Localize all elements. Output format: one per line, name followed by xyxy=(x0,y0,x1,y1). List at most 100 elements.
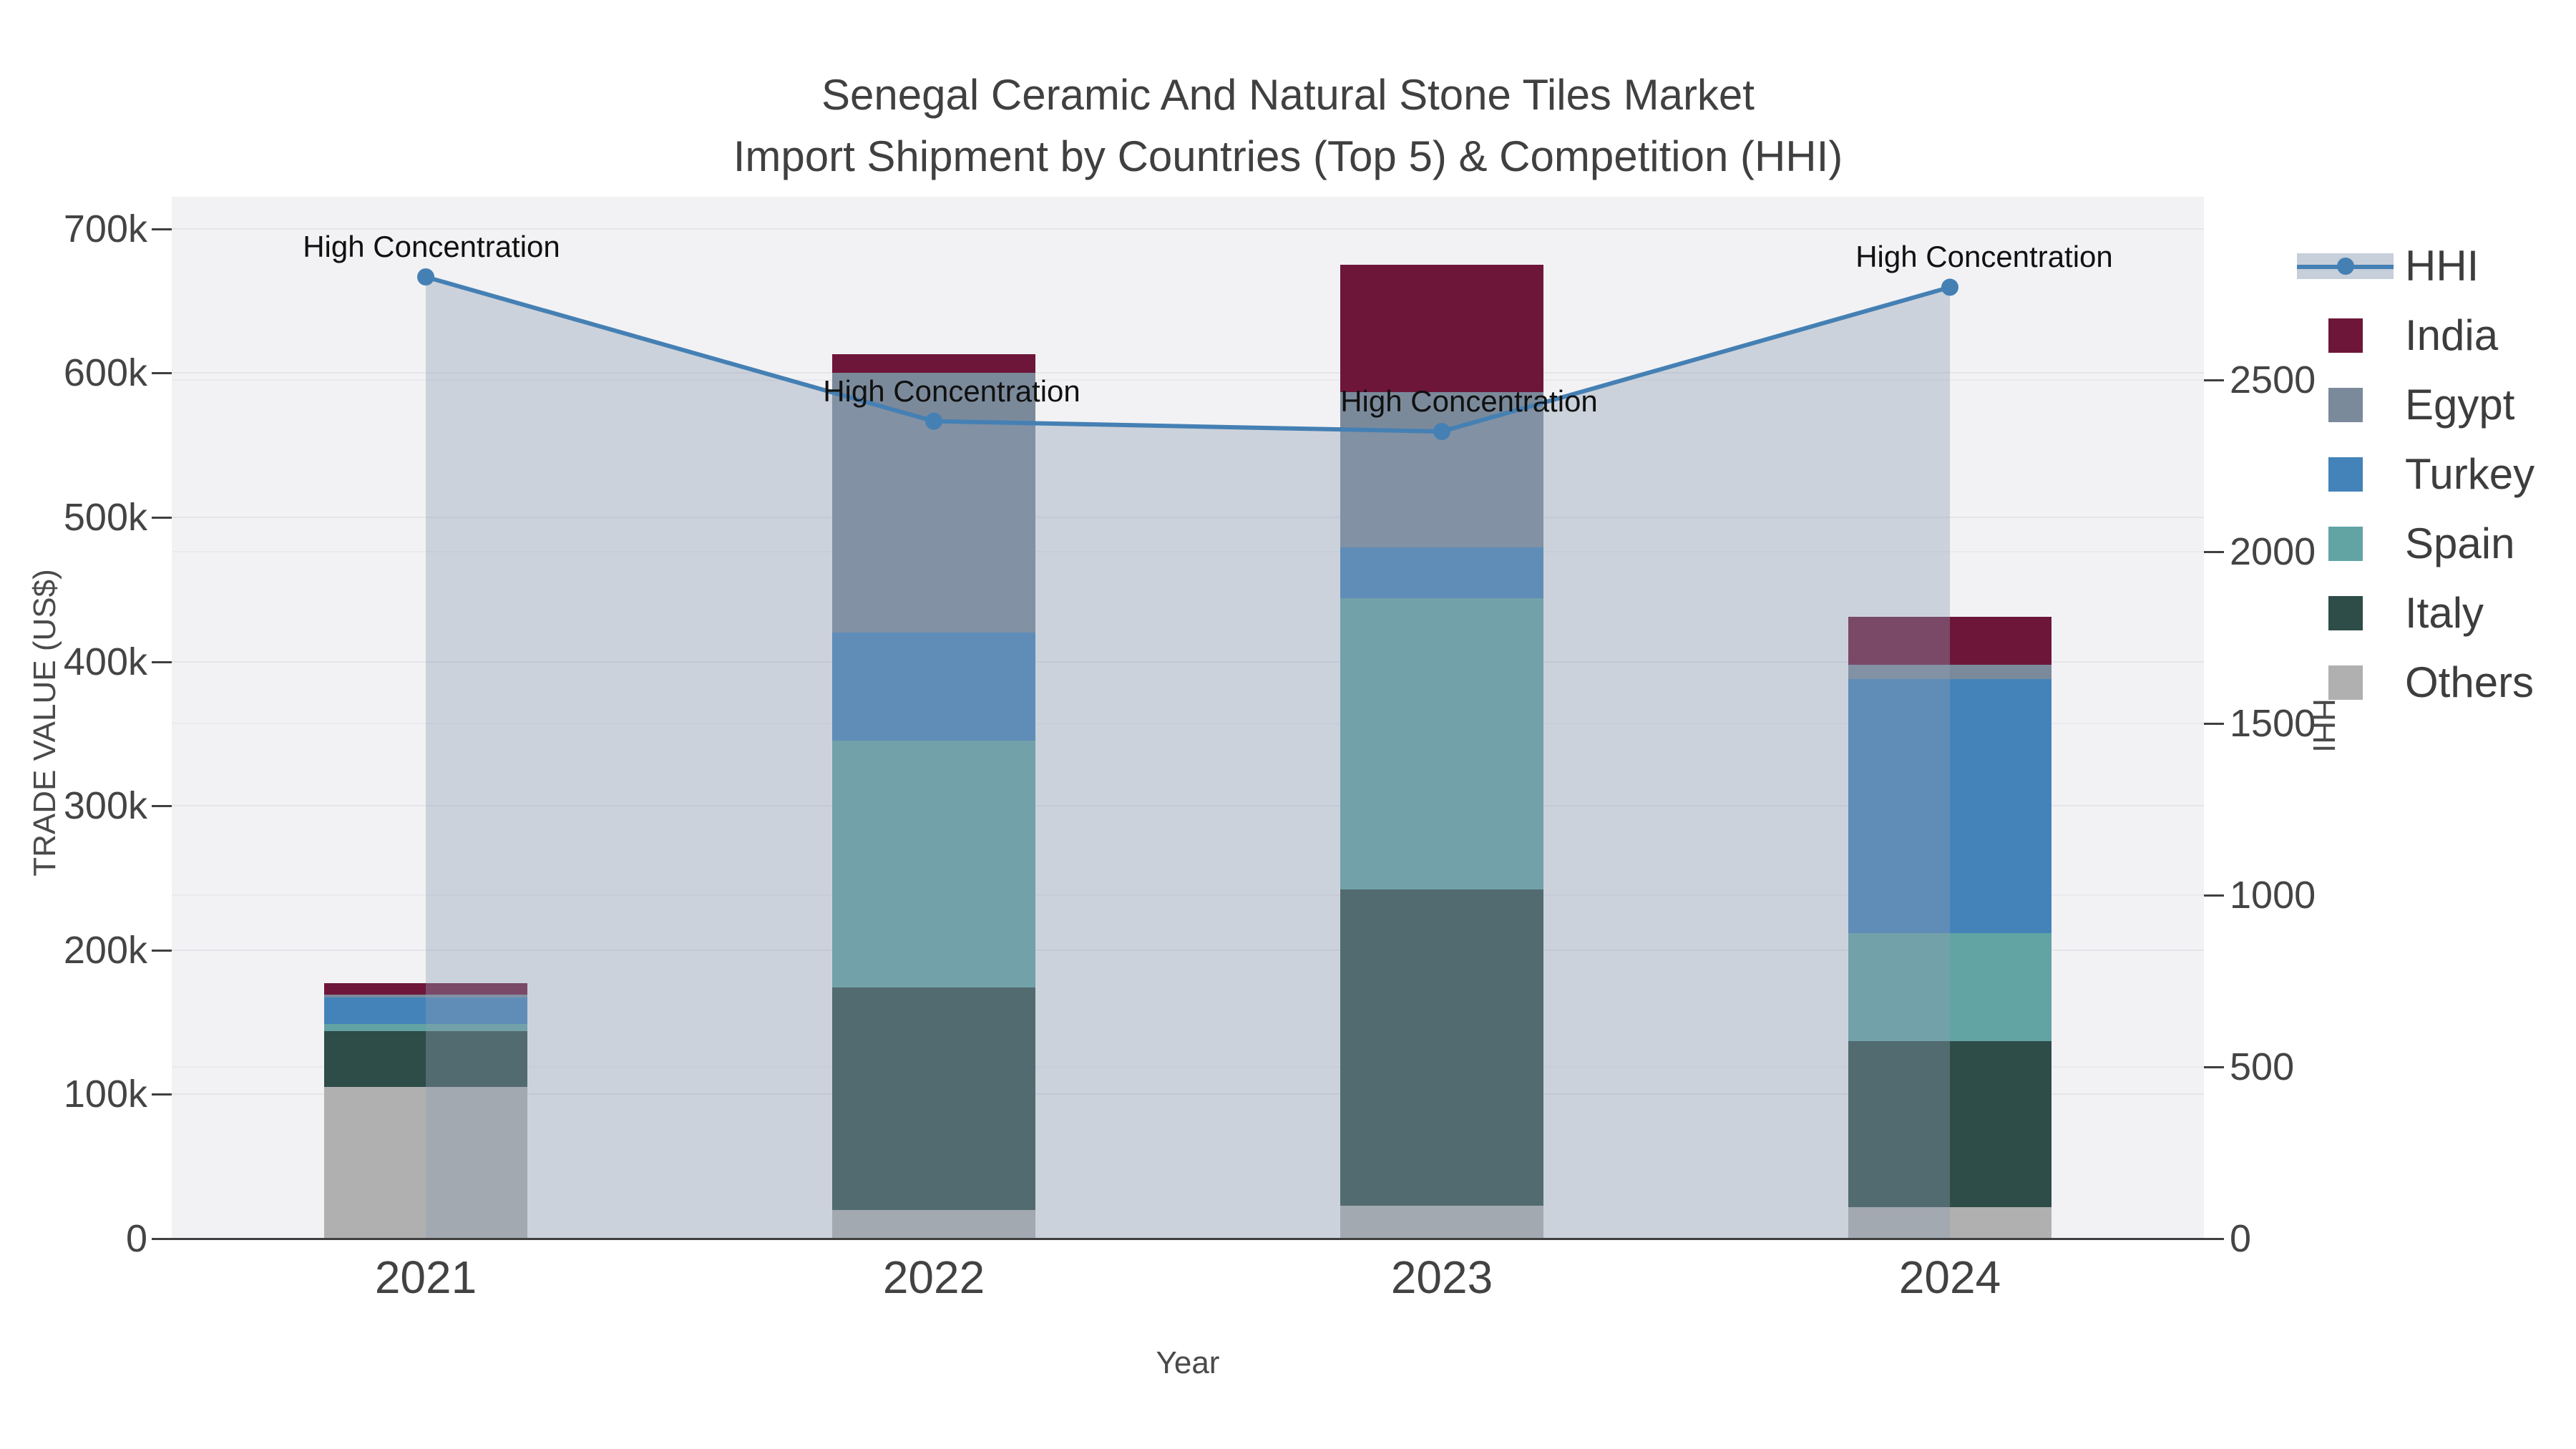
hhi-marker-2022[interactable] xyxy=(925,412,942,430)
gridline-left-300k xyxy=(172,805,2204,807)
annotation-high-concentration-2022: High Concentration xyxy=(823,374,1080,408)
bar-segment-2021-spain[interactable] xyxy=(324,1023,527,1031)
bar-segment-2021-turkey[interactable] xyxy=(324,997,527,1024)
hhi-marker-2024[interactable] xyxy=(1941,278,1958,296)
y-left-tick-label-100k: 100k xyxy=(63,1073,147,1116)
hhi-legend-marker-icon xyxy=(2337,257,2354,275)
y-left-tick-label-600k: 600k xyxy=(63,351,147,395)
y-right-tick-mark-2000 xyxy=(2204,551,2224,553)
legend-color-swatch-india xyxy=(2328,318,2363,353)
legend-item-italy[interactable]: Italy xyxy=(2297,578,2484,648)
legend-item-spain[interactable]: Spain xyxy=(2297,509,2514,578)
annotation-high-concentration-2023: High Concentration xyxy=(1340,384,1598,418)
hhi-marker-2021[interactable] xyxy=(417,268,434,286)
gridline-left-500k xyxy=(172,517,2204,518)
bar-segment-2022-egypt[interactable] xyxy=(832,373,1035,633)
chart-title-line1: Senegal Ceramic And Natural Stone Tiles … xyxy=(821,71,1755,119)
legend-label-india: India xyxy=(2405,311,2499,359)
bar-segment-2024-turkey[interactable] xyxy=(1848,678,2051,933)
bar-segment-2024-india[interactable] xyxy=(1848,617,2051,665)
legend-swatch-zone xyxy=(2297,595,2394,630)
bar-segment-2022-italy[interactable] xyxy=(832,987,1035,1210)
y-left-axis-title: TRADE VALUE (US$) xyxy=(27,569,62,877)
legend-swatch-zone xyxy=(2297,457,2394,492)
x-axis-title: Year xyxy=(1156,1345,1220,1380)
legend-item-india[interactable]: India xyxy=(2297,301,2498,370)
legend-swatch-zone xyxy=(2297,526,2394,561)
gridline-left-100k xyxy=(172,1093,2204,1096)
y-left-tick-label-0: 0 xyxy=(125,1217,147,1260)
bar-segment-2021-egypt[interactable] xyxy=(324,995,527,998)
y-right-tick-label-1000: 1000 xyxy=(2230,874,2316,917)
y-right-tick-label-2500: 2500 xyxy=(2230,358,2316,401)
bar-segment-2022-turkey[interactable] xyxy=(832,633,1035,741)
y-left-tick-label-300k: 300k xyxy=(63,784,147,828)
y-right-tick-mark-2500 xyxy=(2204,379,2224,381)
y-left-tick-label-700k: 700k xyxy=(63,207,147,250)
bar-segment-2022-spain[interactable] xyxy=(832,741,1035,988)
bar-segment-2021-italy[interactable] xyxy=(324,1030,527,1088)
legend-item-egypt[interactable]: Egypt xyxy=(2297,370,2514,439)
y-right-tick-mark-1000 xyxy=(2204,894,2224,897)
legend-label-italy: Italy xyxy=(2405,589,2484,637)
legend-color-swatch-spain xyxy=(2328,526,2363,561)
bar-segment-2023-india[interactable] xyxy=(1340,265,1543,392)
y-right-tick-mark-500 xyxy=(2204,1066,2224,1068)
legend-item-turkey[interactable]: Turkey xyxy=(2297,439,2534,509)
y-right-tick-mark-1500 xyxy=(2204,723,2224,725)
legend-swatch-zone xyxy=(2297,665,2394,700)
legend-item-others[interactable]: Others xyxy=(2297,648,2534,717)
legend-label-egypt: Egypt xyxy=(2405,381,2515,429)
bar-segment-2024-italy[interactable] xyxy=(1848,1040,2051,1207)
hhi-marker-2023[interactable] xyxy=(1433,423,1450,440)
y-left-tick-mark-300k xyxy=(152,805,172,808)
legend-label-turkey: Turkey xyxy=(2405,450,2535,498)
bar-segment-2022-india[interactable] xyxy=(832,354,1035,374)
y-left-tick-label-200k: 200k xyxy=(63,928,147,972)
gridline-left-600k xyxy=(172,372,2204,374)
x-tick-label-2023: 2023 xyxy=(1390,1252,1493,1303)
legend: HHI India Egypt Turkey Spain Italy Others xyxy=(2297,231,2576,717)
legend-item-hhi[interactable]: HHI xyxy=(2297,231,2479,301)
legend-color-swatch-turkey xyxy=(2328,457,2363,492)
gridline-right-2000 xyxy=(172,551,2204,552)
legend-label-hhi: HHI xyxy=(2405,242,2479,290)
hhi-legend-area-swatch xyxy=(2297,253,2394,279)
bar-segment-2021-india[interactable] xyxy=(324,983,527,995)
annotation-high-concentration-2021: High Concentration xyxy=(303,230,560,263)
legend-color-swatch-italy xyxy=(2328,595,2363,630)
legend-swatch-zone xyxy=(2297,318,2394,353)
y-left-tick-mark-0 xyxy=(152,1238,172,1240)
y-right-tick-mark-0 xyxy=(2204,1238,2224,1240)
legend-swatch-zone xyxy=(2297,253,2394,279)
chart-title-line2: Import Shipment by Countries (Top 5) & C… xyxy=(733,132,1843,180)
bar-segment-2023-spain[interactable] xyxy=(1340,597,1543,890)
y-left-tick-label-400k: 400k xyxy=(63,640,147,683)
bar-segment-2023-turkey[interactable] xyxy=(1340,547,1543,598)
x-axis-line xyxy=(172,1238,2204,1240)
bar-segment-2022-others[interactable] xyxy=(832,1209,1035,1239)
gridline-right-1000 xyxy=(172,894,2204,896)
y-left-tick-mark-200k xyxy=(152,949,172,952)
y-right-tick-label-500: 500 xyxy=(2230,1045,2295,1088)
bar-segment-2021-others[interactable] xyxy=(324,1087,527,1239)
bar-segment-2023-others[interactable] xyxy=(1340,1205,1543,1239)
bar-segment-2024-spain[interactable] xyxy=(1848,932,2051,1041)
annotation-high-concentration-2024: High Concentration xyxy=(1855,240,2113,274)
bar-segment-2024-others[interactable] xyxy=(1848,1206,2051,1239)
y-left-tick-mark-500k xyxy=(152,517,172,519)
legend-swatch-zone xyxy=(2297,387,2394,422)
y-left-tick-mark-100k xyxy=(152,1093,172,1096)
gridline-left-400k xyxy=(172,660,2204,663)
bar-segment-2024-egypt[interactable] xyxy=(1848,664,2051,679)
legend-label-spain: Spain xyxy=(2405,519,2515,567)
legend-color-swatch-egypt xyxy=(2328,387,2363,422)
bar-segment-2023-italy[interactable] xyxy=(1340,889,1543,1206)
y-left-tick-mark-600k xyxy=(152,372,172,375)
gridline-right-500 xyxy=(172,1066,2204,1068)
y-left-tick-label-500k: 500k xyxy=(63,496,147,539)
x-tick-label-2022: 2022 xyxy=(882,1252,985,1303)
x-tick-label-2021: 2021 xyxy=(374,1252,477,1303)
gridline-right-2500 xyxy=(172,379,2204,381)
